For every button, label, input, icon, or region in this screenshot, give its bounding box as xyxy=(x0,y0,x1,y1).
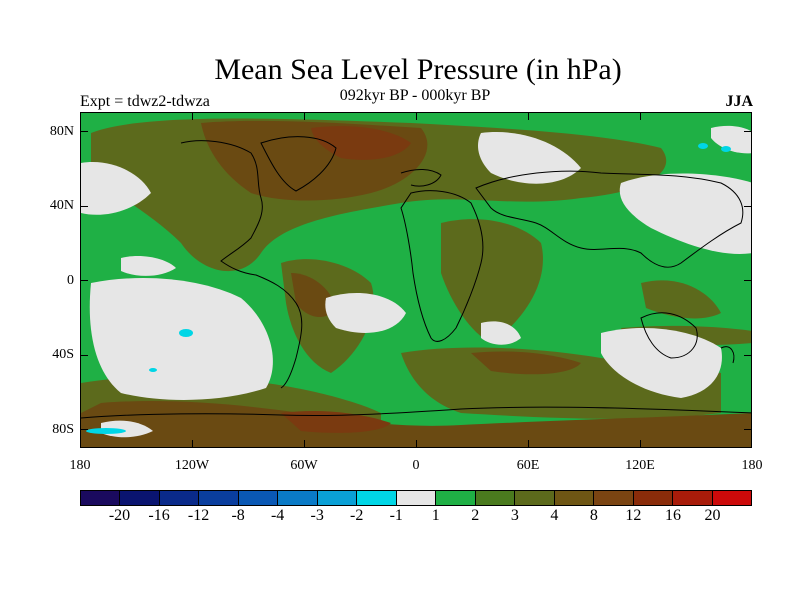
colorbar-label: -12 xyxy=(187,507,210,524)
lat-label-40s: 40S xyxy=(52,347,74,362)
coastlines xyxy=(81,136,751,419)
colorbar-label: -16 xyxy=(148,507,170,524)
lon-tick xyxy=(304,440,305,448)
colorbar-label: -4 xyxy=(270,507,285,524)
colorbar-swatch xyxy=(317,491,358,505)
colorbar-swatch xyxy=(554,491,595,505)
lon-tick xyxy=(640,112,641,120)
colorbar-swatch xyxy=(673,491,713,505)
colorbar-swatch xyxy=(475,491,516,505)
colorbar-swatch xyxy=(199,491,239,505)
lat-tick xyxy=(744,429,752,430)
colorbar-swatch xyxy=(436,491,476,505)
colorbar-label: -2 xyxy=(350,507,364,524)
colorbar xyxy=(80,490,752,506)
lon-label-60e: 60E xyxy=(516,458,540,473)
colorbar-label: -1 xyxy=(389,507,403,524)
colorbar-swatch xyxy=(81,491,121,505)
colorbar-label: 2 xyxy=(471,507,480,524)
lon-tick xyxy=(528,440,529,448)
colorbar-label: 1 xyxy=(431,507,440,524)
colorbar-swatch xyxy=(278,491,318,505)
colorbar-swatch xyxy=(396,491,437,505)
lat-tick xyxy=(744,131,752,132)
colorbar-swatch xyxy=(633,491,674,505)
lon-tick xyxy=(640,440,641,448)
colorbar-swatch xyxy=(159,491,200,505)
anomaly-class-negative xyxy=(86,143,731,434)
colorbar-label: 12 xyxy=(625,507,642,524)
lon-label-0: 0 xyxy=(412,458,420,473)
lon-label-180w: 180 xyxy=(69,458,91,473)
lon-tick xyxy=(416,440,417,448)
lon-label-120e: 120E xyxy=(625,458,655,473)
lon-tick xyxy=(304,112,305,120)
lon-tick xyxy=(416,112,417,120)
map-svg xyxy=(81,113,751,447)
colorbar-swatch xyxy=(120,491,160,505)
lat-tick xyxy=(744,280,752,281)
lon-tick xyxy=(192,112,193,120)
lat-label-0: 0 xyxy=(67,273,74,288)
lat-tick xyxy=(80,355,88,356)
lat-tick xyxy=(80,280,88,281)
colorbar-swatch xyxy=(594,491,634,505)
lon-tick xyxy=(192,440,193,448)
season-label: JJA xyxy=(725,93,753,110)
lat-tick xyxy=(744,355,752,356)
colorbar-swatch xyxy=(238,491,279,505)
anomaly-class-very-high xyxy=(281,126,411,433)
colorbar-swatch xyxy=(712,491,751,505)
lat-tick xyxy=(80,206,88,207)
map-subtitle: 092kyr BP - 000kyr BP xyxy=(339,87,491,104)
lon-tick xyxy=(528,112,529,120)
colorbar-label: 16 xyxy=(664,507,681,524)
map-title: Mean Sea Level Pressure (in hPa) xyxy=(214,53,622,86)
lat-label-80s: 80S xyxy=(52,422,74,437)
colorbar-label: 3 xyxy=(510,507,519,524)
lon-label-120w: 120W xyxy=(174,458,210,473)
pressure-anomaly-map xyxy=(80,112,752,448)
lon-label-180e: 180 xyxy=(741,458,763,473)
colorbar-label: -3 xyxy=(310,507,324,524)
lat-label-40n: 40N xyxy=(49,198,74,213)
colorbar-label: -8 xyxy=(231,507,245,524)
anomaly-class-near-zero xyxy=(81,125,751,438)
colorbar-label: -20 xyxy=(108,507,131,524)
colorbar-swatch xyxy=(515,491,555,505)
lat-tick xyxy=(744,206,752,207)
lon-label-60w: 60W xyxy=(290,458,318,473)
lat-tick xyxy=(80,131,88,132)
colorbar-label: 8 xyxy=(589,507,598,524)
colorbar-label: 20 xyxy=(704,507,721,524)
experiment-label: Expt = tdwz2-tdwza xyxy=(80,93,210,110)
colorbar-swatch xyxy=(357,491,397,505)
lat-label-80n: 80N xyxy=(49,124,74,139)
colorbar-label: 4 xyxy=(550,507,559,524)
lat-tick xyxy=(80,429,88,430)
